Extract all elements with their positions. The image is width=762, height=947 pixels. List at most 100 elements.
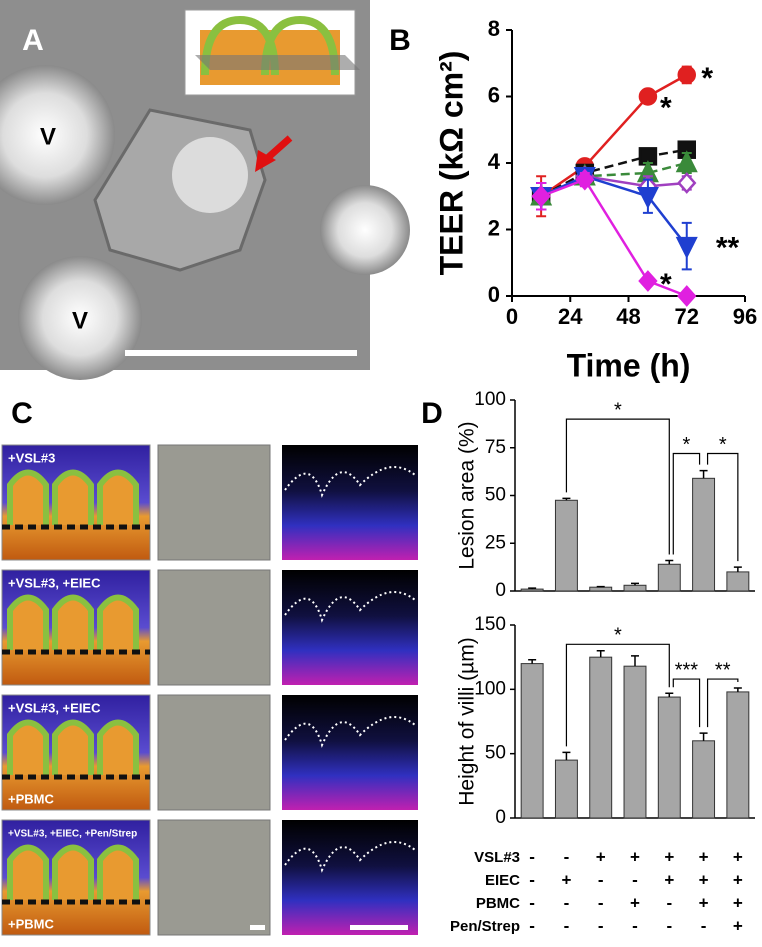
marker [675,236,698,259]
bar [726,571,750,592]
error-bar [699,732,708,741]
panel-label: B [389,24,411,57]
error-bar [528,658,537,664]
panel-a-image [0,0,410,380]
marker [638,87,658,106]
villus-schematic [52,844,94,900]
fluorescence [282,695,418,810]
villus-schematic [97,719,139,775]
panel-label: D [421,397,443,430]
treatment-sign: - [564,893,570,912]
significance-bracket [672,452,701,555]
x-tick-label: 0 [506,304,518,329]
error-bar [596,649,605,658]
x-axis-label: Time (h) [567,347,691,383]
panel-label: C [11,397,33,430]
y-tick-label: 2 [488,215,500,240]
error-bar [631,655,639,667]
villus-schematic [7,719,49,775]
bar [554,499,578,592]
treatment-label: Pen/Strep [450,918,520,935]
error-bar [699,469,708,479]
treatment-sign: + [733,893,743,912]
scale-bar [350,925,408,930]
treatment-sign: - [666,916,672,935]
y-tick-label: 50 [485,485,506,506]
villus-schematic [52,594,94,650]
treatment-sign: - [564,847,570,866]
treatment-sign: - [598,870,604,889]
y-tick-label: 100 [474,389,506,410]
villus-label: V [40,123,56,150]
treatment-sign: + [733,870,743,889]
series-line [540,148,687,198]
treatment-sign: + [664,847,674,866]
y-axis-label: Height of villi (µm) [456,637,479,805]
treatment-label: PBMC [476,895,520,912]
scale-bar [250,925,265,930]
x-tick-label: 96 [733,304,757,329]
marker [531,185,551,208]
significance-label: * [719,434,727,456]
treatment-sign: - [529,870,535,889]
significance-bracket [565,418,670,555]
condition-label: +VSL#3, +EIEC [8,700,101,715]
villus-label: V [72,307,88,334]
marker [677,65,696,85]
y-tick-label: 50 [485,743,506,764]
y-tick-label: 100 [474,678,506,699]
y-tick-label: 0 [495,580,506,601]
error-bar [665,559,674,565]
villus-schematic [97,594,139,650]
significance-label: * [683,434,691,456]
treatment-sign: - [632,916,638,935]
marker [636,187,659,210]
bar [520,588,544,592]
annotation: ** [716,231,740,264]
villus-schematic [97,469,139,525]
error-bar [562,497,571,501]
fluorescence [282,820,418,935]
bright-field [157,444,271,561]
error-bar [528,587,537,590]
bar [520,663,544,819]
villus-schematic [52,469,94,525]
annotation: * [701,62,713,95]
marker [677,172,697,194]
bar [657,563,681,592]
significance-label: * [614,399,622,421]
treatment-sign: + [699,870,709,889]
annotation: * [660,92,672,125]
condition-label: +PBMC [8,791,54,806]
treatment-sign: + [630,893,640,912]
villus-outline [284,716,416,748]
treatment-sign: + [630,847,640,866]
y-tick-label: 6 [488,82,500,107]
y-tick-label: 25 [485,532,506,553]
significance-bracket [706,452,739,562]
error-bar [631,582,639,586]
bar [554,759,578,819]
condition-label: +PBMC [8,916,54,931]
bar [589,586,613,592]
y-tick-label: 4 [488,149,501,174]
significance-bracket [565,643,670,747]
marker [575,168,595,191]
treatment-sign: + [733,847,743,866]
x-tick-label: 72 [675,304,699,329]
bar [657,696,681,819]
series-line [540,174,688,247]
bar [692,740,716,819]
condition-label: +VSL#3, +EIEC, +Pen/Strep [8,829,137,840]
error-bar [733,687,742,692]
condition-label: +VSL#3, +EIEC [8,575,101,590]
error-bar [562,751,571,761]
series-line [540,73,688,198]
villus-schematic [52,719,94,775]
treatment-sign: - [564,916,570,935]
villus-outline [284,841,416,873]
y-tick-label: 75 [485,437,506,458]
bright-field [157,694,271,811]
treatment-sign: + [596,847,606,866]
